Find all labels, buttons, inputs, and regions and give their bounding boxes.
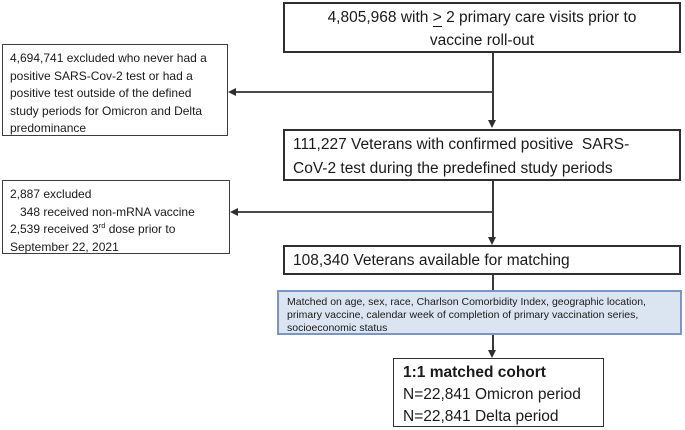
box-eligible-population: 4,805,968 with > 2 primary care visits p… <box>283 2 681 53</box>
matched-cohort-delta: N=22,841 Delta period <box>403 408 559 425</box>
confirmed-positive-line-2: CoV-2 test during the predefined study p… <box>293 160 613 177</box>
box-excluded-no-positive-test: 4,694,741 excluded who never had a posit… <box>2 44 228 136</box>
ordinal-superscript: rd <box>98 221 106 231</box>
exclusion1-line: 4,694,741 excluded who never had a <box>10 51 207 65</box>
matching-criteria-line: socioeconomic status <box>287 322 388 335</box>
connector-criteria-to-cohort <box>492 335 494 350</box>
connector-top-to-confirmed <box>492 53 494 120</box>
exclusion1-line: study periods for Omicron and Delta <box>10 103 203 118</box>
box-available-for-matching: 108,340 Veterans available for matching <box>283 245 681 275</box>
box-excluded-vaccine-criteria: 2,887 excluded 348 received non-mRNA vac… <box>2 180 230 254</box>
eligible-line-2: vaccine roll-out <box>429 32 535 49</box>
exclusion1-line: positive SARS-Cov-2 test or had a <box>10 68 193 83</box>
eligible-line-1: 4,805,968 with > 2 primary care visits p… <box>285 6 679 29</box>
exclusion2-line3-post: dose prior to <box>105 222 176 237</box>
arrowhead-left-icon <box>228 87 236 96</box>
arrowhead-down-icon <box>488 120 496 128</box>
exclusion2-line-4: September 22, 2021 <box>10 239 119 254</box>
connector-to-exclusion-1 <box>235 91 493 93</box>
arrowhead-down-icon <box>488 237 496 245</box>
connector-confirmed-to-available <box>492 181 494 237</box>
available-for-matching-text: 108,340 Veterans available for matching <box>293 252 570 269</box>
box-matched-cohort: 1:1 matched cohort N=22,841 Omicron peri… <box>393 358 604 427</box>
box-confirmed-positive: 111,227 Veterans with confirmed positive… <box>283 129 681 181</box>
arrowhead-left-icon <box>230 207 238 216</box>
matched-cohort-omicron: N=22,841 Omicron period <box>403 386 581 403</box>
exclusion1-line: predominance <box>10 121 87 136</box>
confirmed-positive-line-1: 111,227 Veterans with confirmed positive… <box>293 136 630 153</box>
exclusion2-line-1: 2,887 excluded <box>10 187 92 201</box>
exclusion2-line-3: 2,539 received 3rd dose prior to <box>10 221 222 239</box>
exclusion1-line: positive test outside of the defined <box>10 86 192 101</box>
eligible-text-before: 4,805,968 with <box>327 9 433 26</box>
matched-cohort-title: 1:1 matched cohort <box>403 364 546 381</box>
exclusion2-line3-pre: 2,539 received 3 <box>10 222 99 237</box>
box-matching-criteria: Matched on age, sex, race, Charlson Como… <box>277 290 682 335</box>
matching-criteria-line: primary vaccine, calendar week of comple… <box>287 309 639 322</box>
exclusion2-line-2: 348 received non-mRNA vaccine <box>10 204 195 219</box>
greater-equal-symbol: > <box>432 9 442 27</box>
connector-to-exclusion-2 <box>237 211 493 213</box>
matching-criteria-line: Matched on age, sex, race, Charlson Como… <box>287 296 646 308</box>
eligible-text-after: 2 primary care visits prior to <box>441 9 637 26</box>
connector-available-to-criteria <box>492 275 494 290</box>
arrowhead-down-icon <box>488 350 496 358</box>
